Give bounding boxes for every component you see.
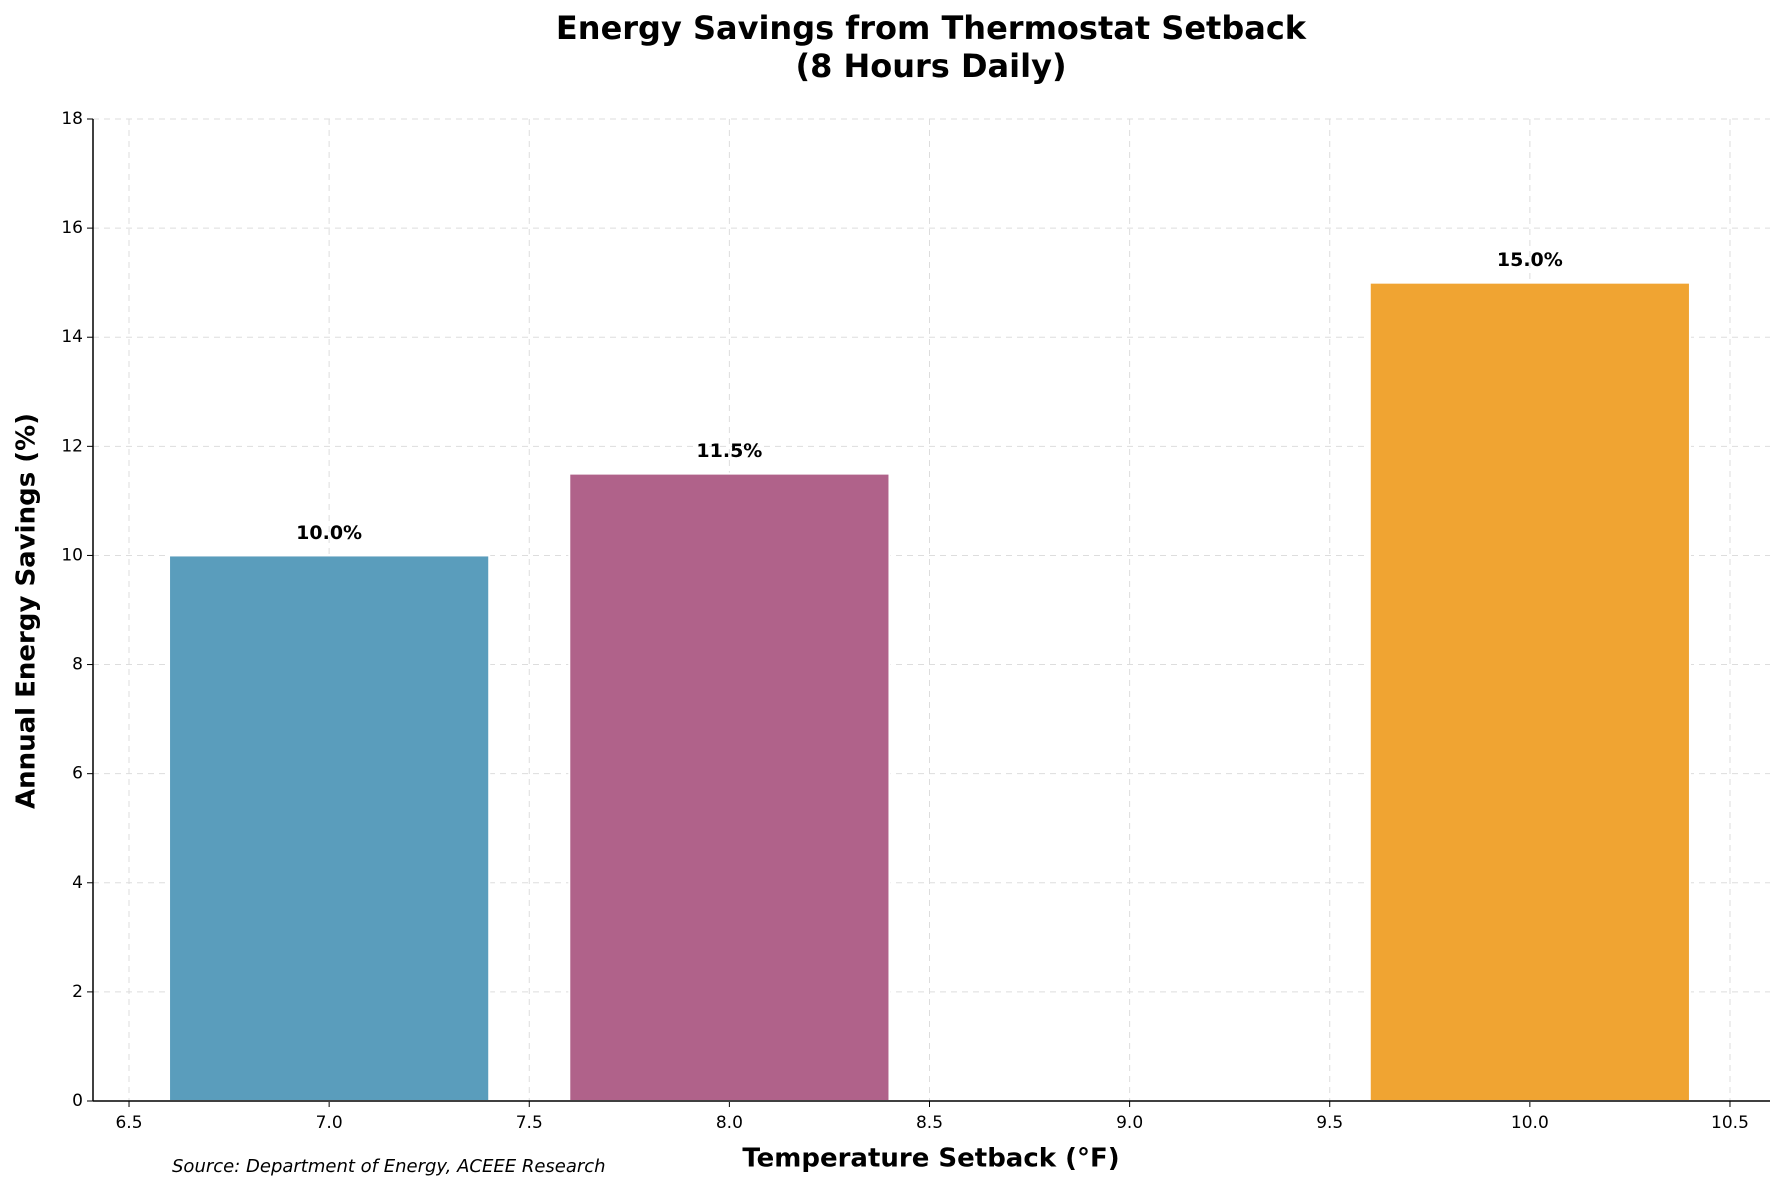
y-tick-label: 0 [72, 1091, 83, 1111]
value-label: 11.5% [696, 440, 762, 462]
x-tick-label: 8.5 [916, 1113, 943, 1133]
x-tick-label: 10.5 [1711, 1113, 1749, 1133]
y-tick-label: 4 [72, 873, 83, 893]
x-tick-label: 7.5 [516, 1113, 543, 1133]
y-tick-label: 14 [61, 327, 83, 347]
x-tick-label: 8.0 [716, 1113, 743, 1133]
chart-title: Energy Savings from Thermostat Setback [556, 9, 1307, 47]
value-label: 10.0% [296, 522, 362, 544]
chart-subtitle: (8 Hours Daily) [795, 47, 1066, 85]
x-tick-label: 6.5 [115, 1113, 142, 1133]
y-tick-label: 6 [72, 764, 83, 784]
bar [568, 472, 891, 1103]
y-tick-label: 8 [72, 655, 83, 675]
x-tick-label: 9.0 [1116, 1113, 1143, 1133]
y-tick-label: 16 [61, 218, 83, 238]
value-label: 15.0% [1497, 249, 1563, 271]
x-tick-label: 9.5 [1316, 1113, 1343, 1133]
bar [1368, 281, 1691, 1102]
y-tick-label: 10 [61, 545, 83, 565]
bar [168, 554, 491, 1102]
x-tick-label: 10.0 [1511, 1113, 1549, 1133]
source-note: Source: Department of Energy, ACEEE Rese… [172, 1156, 606, 1177]
y-axis-label: Annual Energy Savings (%) [12, 413, 42, 809]
x-axis-label: Temperature Setback (°F) [742, 1144, 1119, 1174]
x-tick-label: 7.0 [316, 1113, 343, 1133]
y-tick-label: 18 [61, 109, 83, 129]
y-tick-label: 12 [61, 436, 83, 456]
y-tick-label: 2 [72, 982, 83, 1002]
